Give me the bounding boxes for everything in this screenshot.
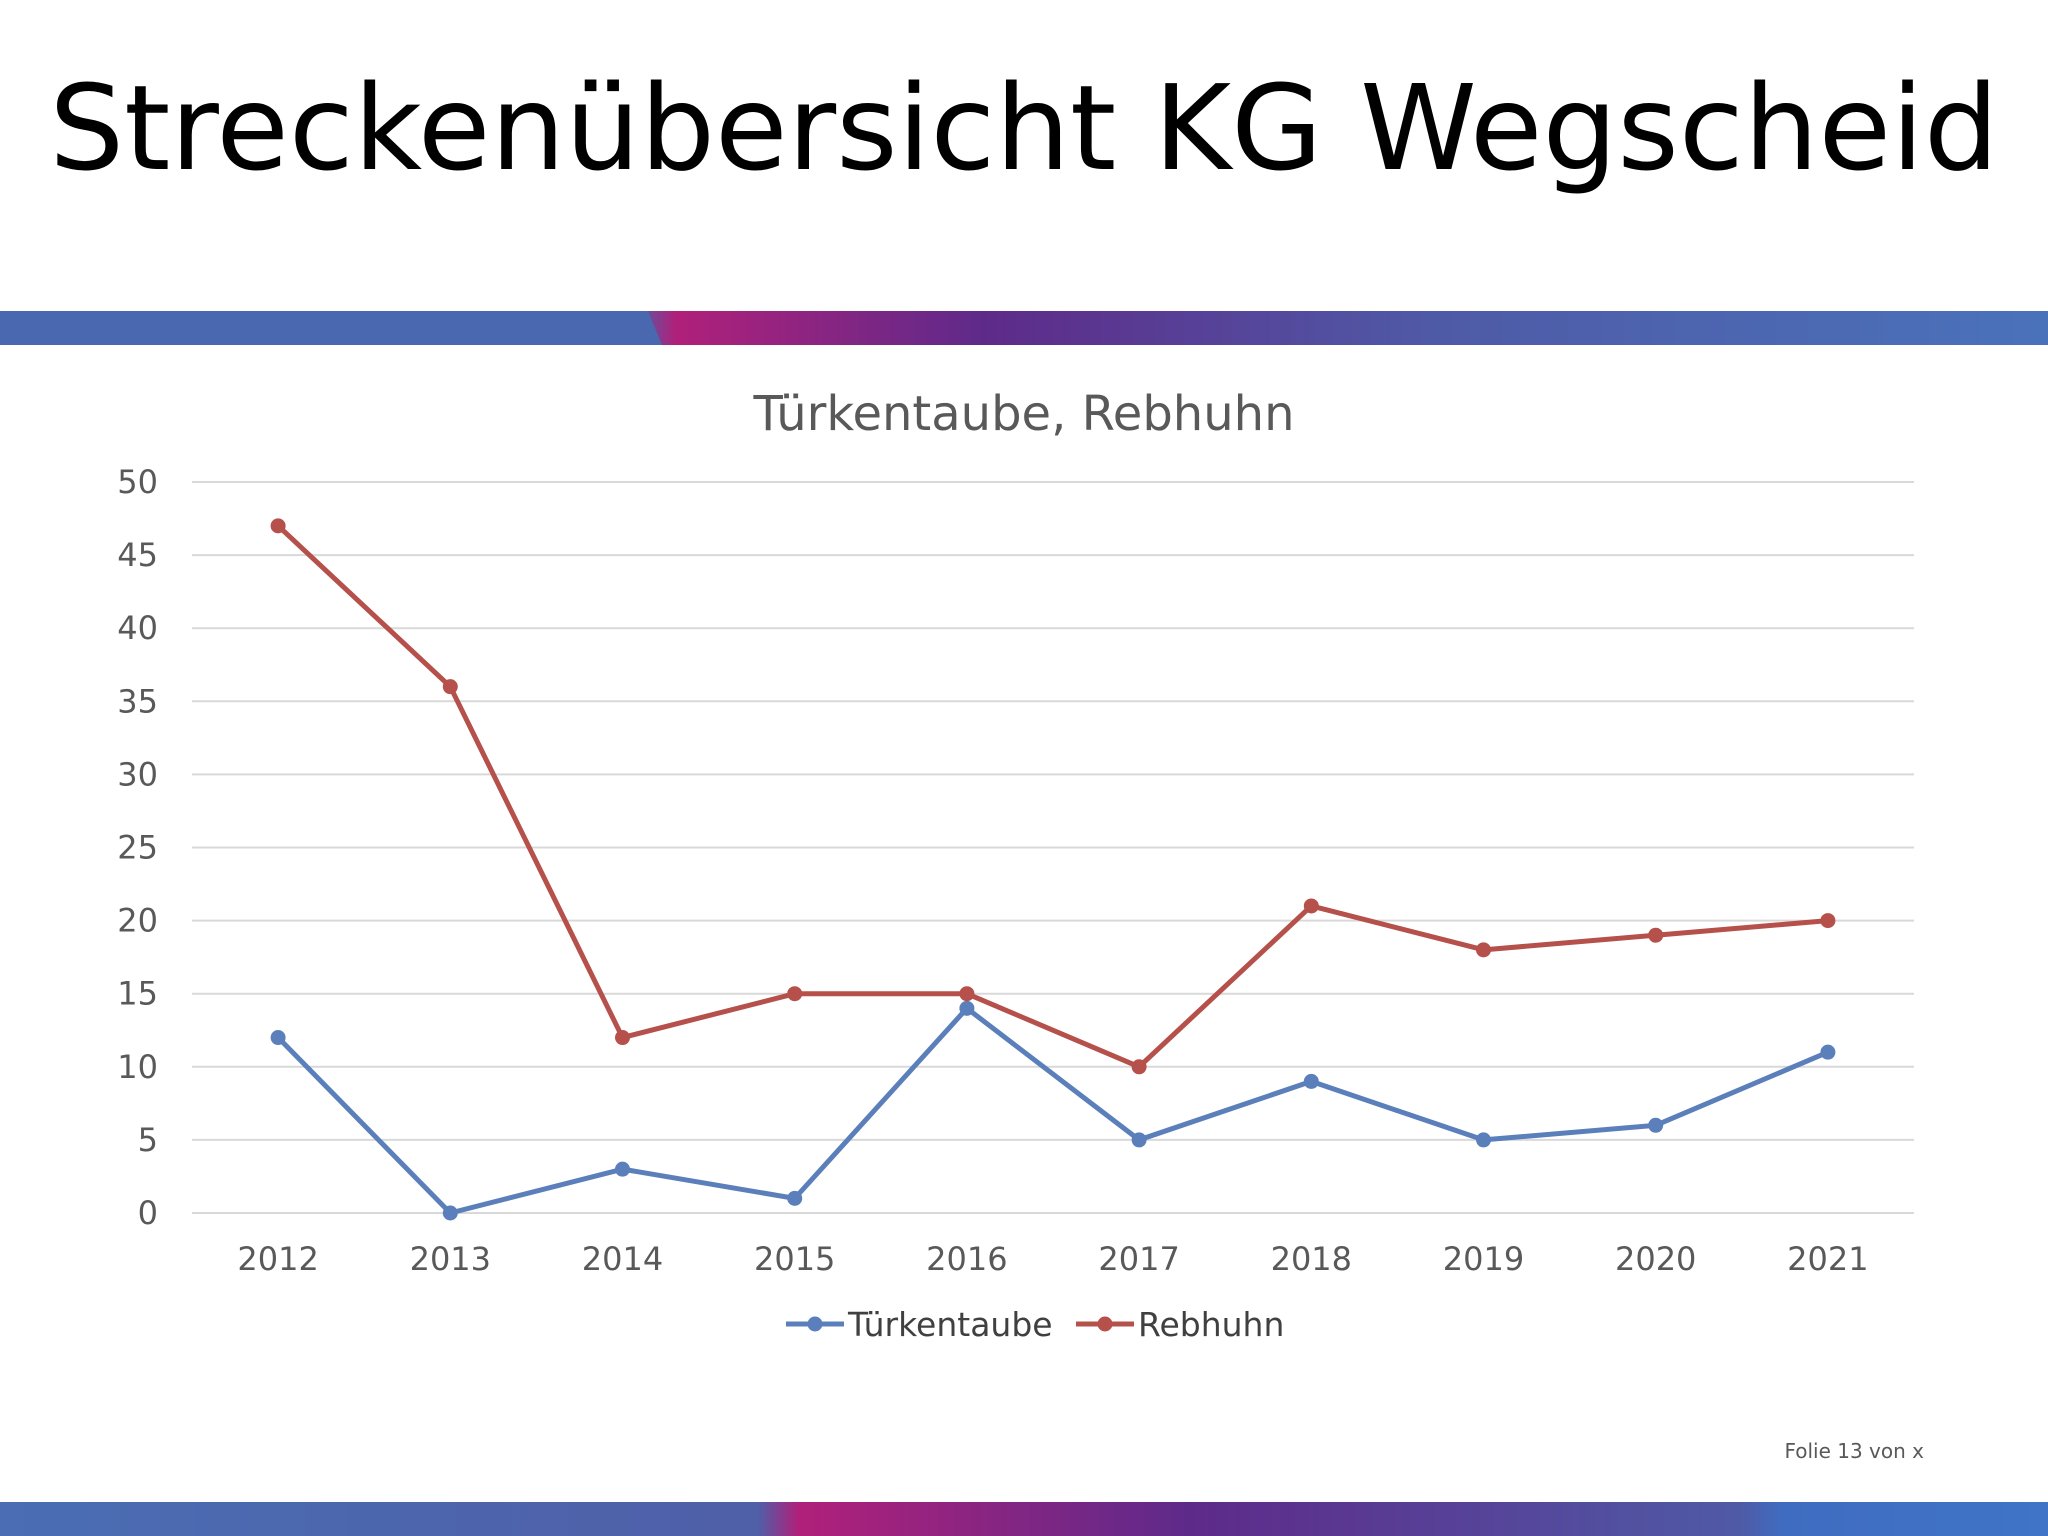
data-point xyxy=(959,986,975,1002)
legend-label: Türkentaube xyxy=(847,1305,1053,1344)
x-tick-label: 2016 xyxy=(926,1240,1007,1278)
x-tick-label: 2015 xyxy=(754,1240,835,1278)
data-point xyxy=(270,518,286,534)
y-tick-label: 35 xyxy=(117,682,158,720)
legend-swatch-marker xyxy=(807,1316,823,1332)
data-point xyxy=(787,1190,803,1206)
data-point xyxy=(1131,1059,1147,1075)
decorative-band-bottom xyxy=(0,1502,2048,1536)
data-point xyxy=(787,986,803,1002)
chart-title: Türkentaube, Rebhuhn xyxy=(753,386,1295,442)
slide-number: Folie 13 von x xyxy=(1784,1439,1924,1463)
data-point xyxy=(615,1161,630,1177)
x-tick-label: 2017 xyxy=(1098,1240,1179,1278)
data-point xyxy=(1476,1132,1491,1148)
slide-title: Streckenübersicht KG Wegscheid xyxy=(49,59,1999,197)
x-tick-label: 2014 xyxy=(582,1240,663,1278)
y-tick-label: 15 xyxy=(117,975,158,1013)
series-line-1 xyxy=(276,524,1829,1070)
legend-label: Rebhuhn xyxy=(1138,1305,1284,1344)
y-tick-label: 10 xyxy=(117,1048,158,1086)
y-tick-label: 5 xyxy=(138,1121,158,1159)
data-point xyxy=(1131,1132,1147,1148)
x-tick-label: 2020 xyxy=(1615,1240,1696,1278)
data-point xyxy=(1648,927,1664,943)
y-tick-label: 45 xyxy=(117,536,158,574)
x-tick-label: 2013 xyxy=(410,1240,491,1278)
data-point xyxy=(615,1030,630,1046)
x-tick-label: 2012 xyxy=(237,1240,318,1278)
data-point xyxy=(442,1205,458,1221)
data-point xyxy=(1648,1117,1664,1133)
x-tick-label: 2019 xyxy=(1443,1240,1524,1278)
x-tick-label: 2021 xyxy=(1787,1240,1868,1278)
data-point xyxy=(442,679,458,695)
y-tick-label: 50 xyxy=(117,463,158,501)
data-point xyxy=(1820,913,1836,929)
y-tick-label: 30 xyxy=(117,755,158,793)
decorative-band-top xyxy=(0,311,2048,345)
data-point xyxy=(270,1030,286,1046)
y-tick-label: 25 xyxy=(117,829,158,867)
legend-swatch-marker xyxy=(1097,1316,1113,1332)
y-tick-label: 0 xyxy=(138,1194,158,1232)
data-point xyxy=(959,1000,975,1016)
data-point xyxy=(1303,1073,1319,1089)
series-line-0 xyxy=(276,1005,1829,1216)
data-point xyxy=(1476,942,1491,958)
x-tick-label: 2018 xyxy=(1271,1240,1352,1278)
data-point xyxy=(1820,1044,1836,1060)
data-point xyxy=(1303,898,1319,914)
y-tick-label: 40 xyxy=(117,609,158,647)
y-tick-label: 20 xyxy=(117,902,158,940)
